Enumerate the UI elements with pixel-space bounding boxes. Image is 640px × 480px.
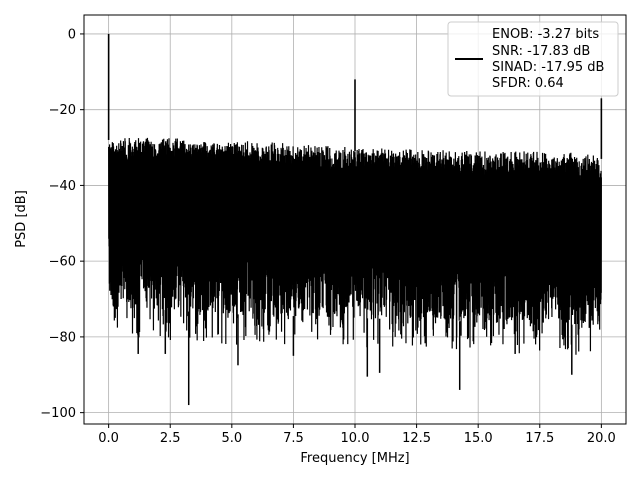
legend-box [447, 21, 619, 97]
legend-entry-sfdr: SFDR: 0.64 [492, 76, 564, 91]
psd-noise-trace [108, 137, 602, 355]
legend-entry-enob: ENOB: -3.27 bits [492, 27, 599, 42]
y-axis-label: PSD [dB] [14, 190, 29, 248]
x-tick-label: 17.5 [525, 431, 554, 446]
y-tick-label: −80 [49, 330, 76, 345]
x-tick-label: 15.0 [464, 431, 493, 446]
x-tick-label: 7.5 [283, 431, 304, 446]
x-tick-label: 20.0 [587, 431, 616, 446]
plot-area [107, 33, 603, 406]
y-tick-label: −100 [40, 406, 76, 421]
y-tick-label: −20 [49, 103, 76, 118]
x-tick-label: 12.5 [402, 431, 431, 446]
legend-entry-sinad: SINAD: -17.95 dB [492, 60, 604, 75]
y-tick-label: −40 [49, 179, 76, 194]
x-axis-label: Frequency [MHz] [300, 451, 409, 466]
x-tick-label: 5.0 [221, 431, 242, 446]
x-tick-label: 10.0 [341, 431, 370, 446]
y-tick-label: 0 [68, 27, 76, 42]
x-tick-label: 2.5 [160, 431, 181, 446]
legend-entry-snr: SNR: -17.83 dB [492, 44, 590, 59]
y-tick-label: −60 [49, 255, 76, 270]
x-tick-label: 0.0 [98, 431, 119, 446]
ticks: 0.0 2.5 5.0 7.5 10.0 12.5 15.0 17.5 20.0 0 −20 −40 −… [40, 27, 616, 446]
legend: ENOB: -3.27 bits SNR: -17.83 dB SINAD: -… [447, 21, 619, 97]
